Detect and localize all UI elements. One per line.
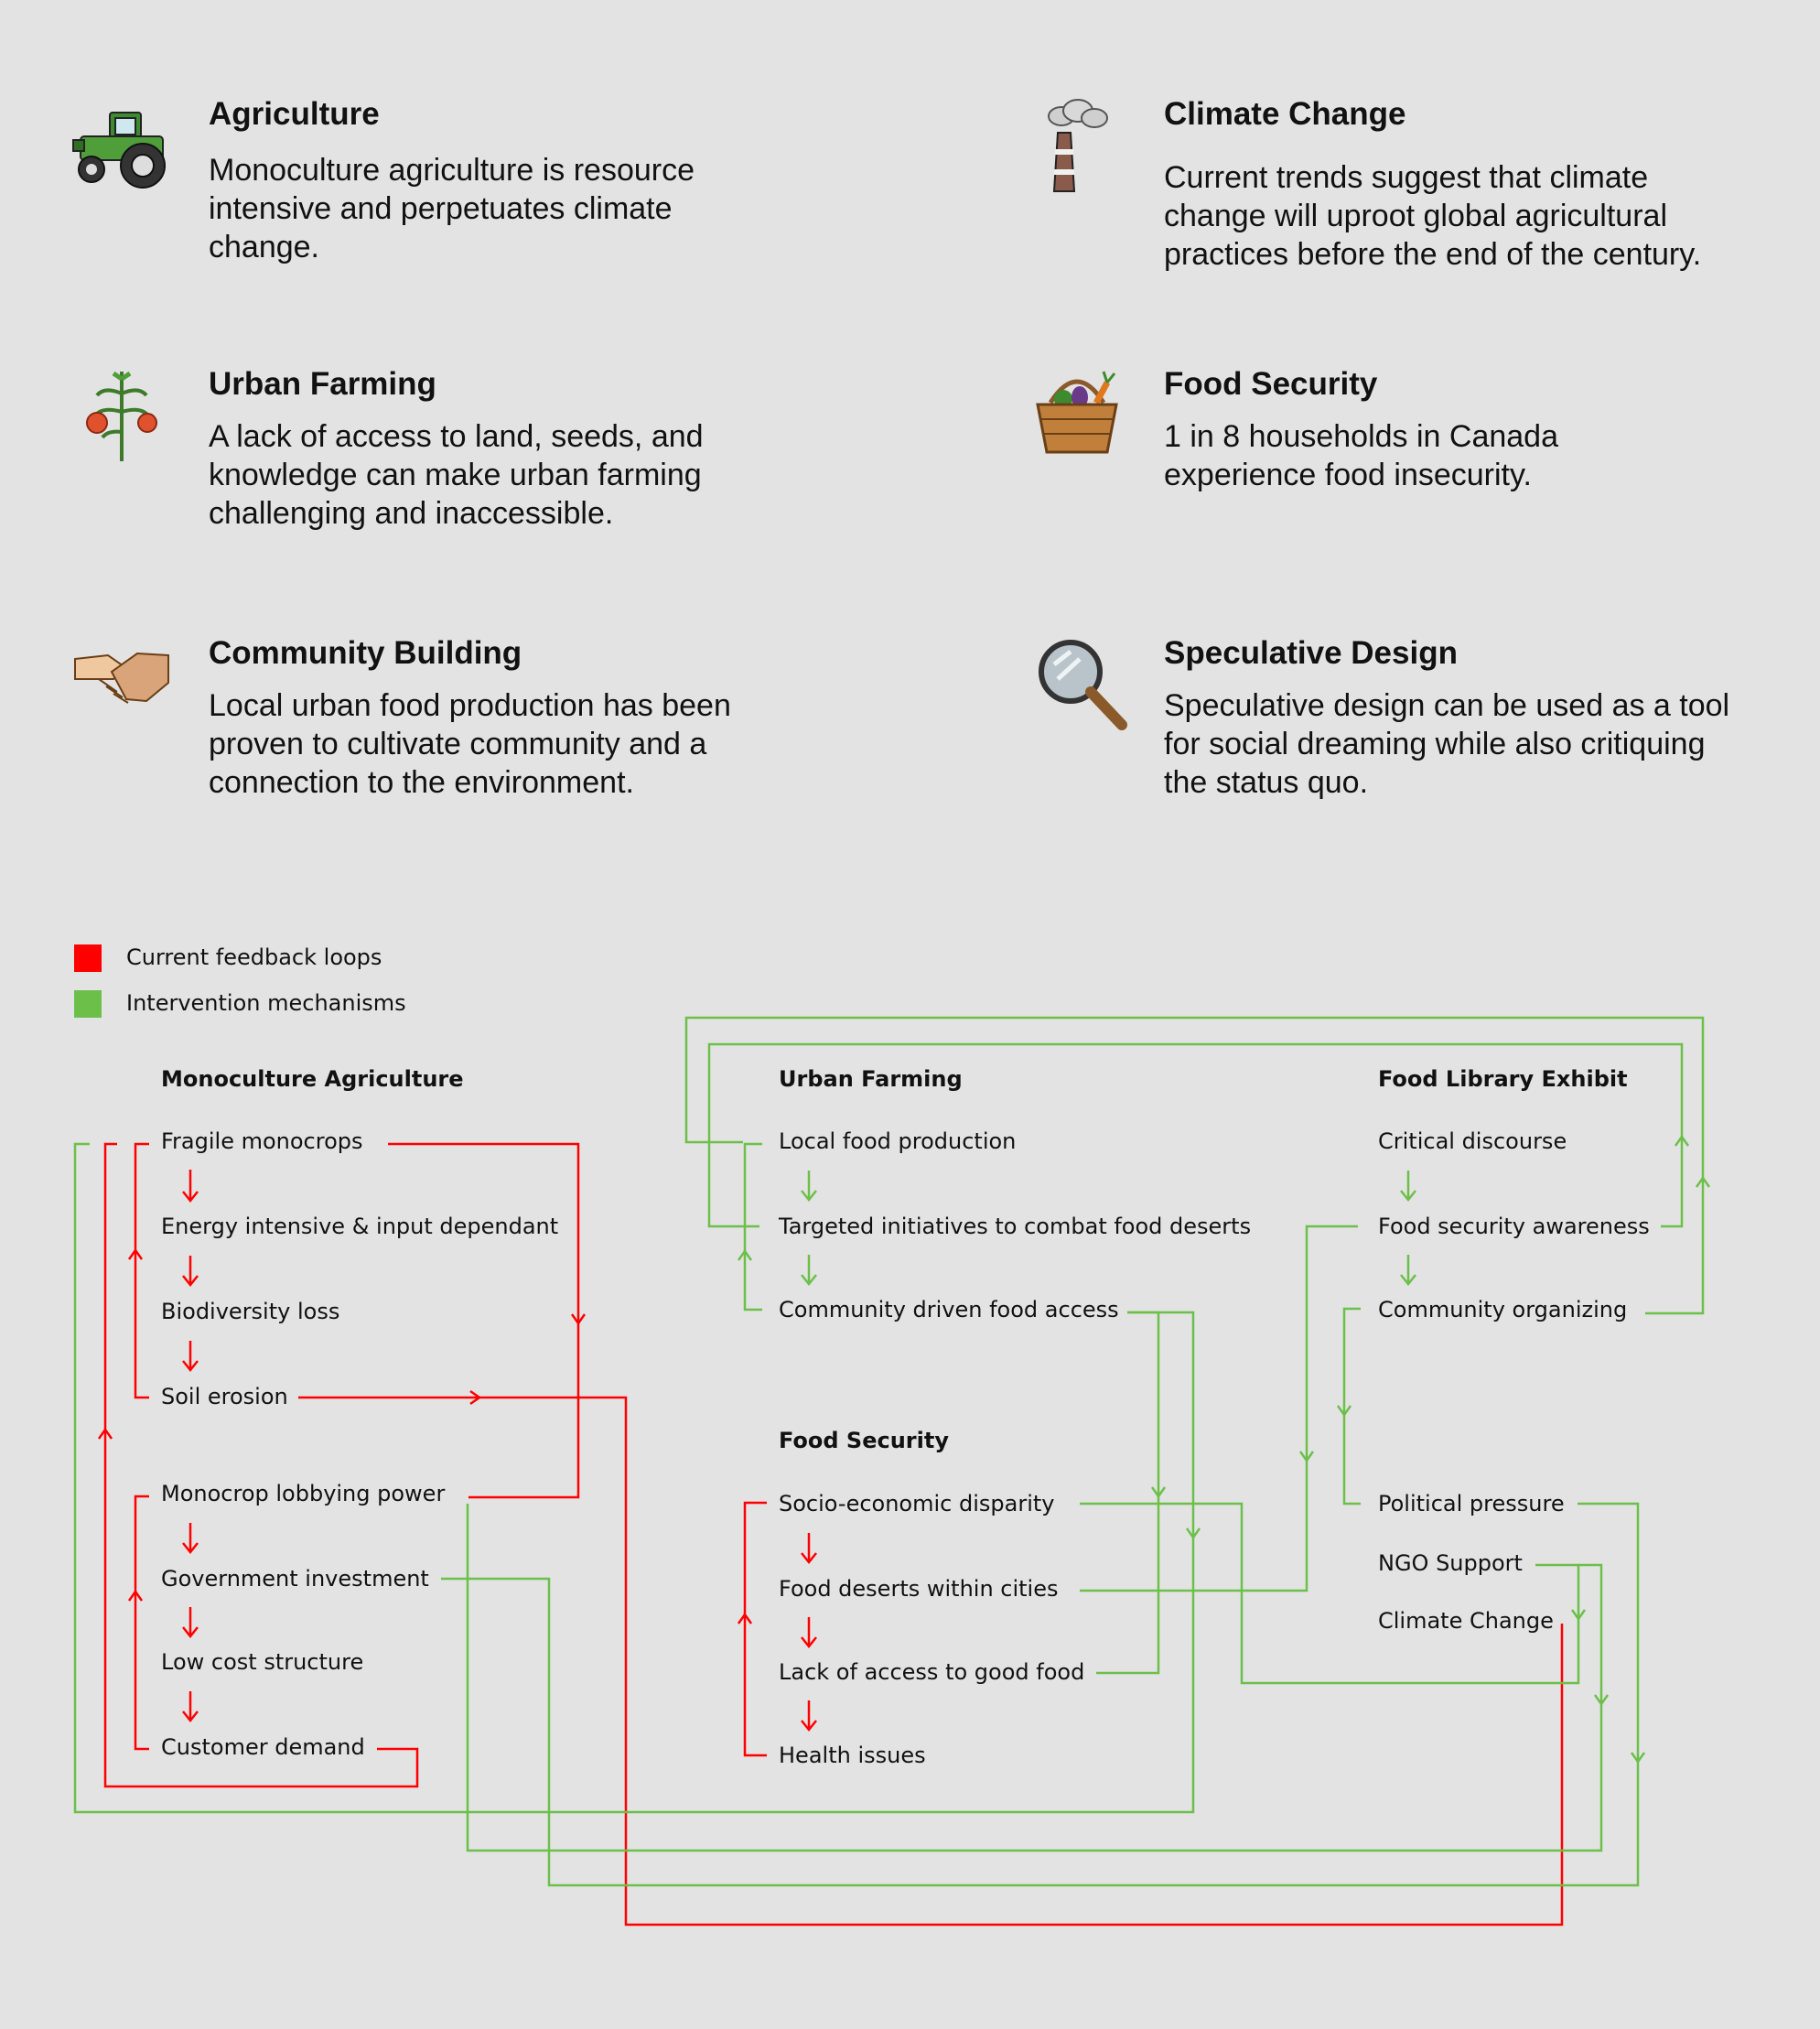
card-text: 1 in 8 households in Canada experience f…: [1164, 419, 1558, 492]
legend-label-intervention: Intervention mechanisms: [126, 990, 406, 1016]
node-political-pressure: Political pressure: [1378, 1491, 1565, 1516]
node-socio-economic-disparity: Socio-economic disparity: [779, 1491, 1054, 1516]
node-ngo-support: NGO Support: [1378, 1550, 1523, 1576]
card-title: Speculative Design: [1164, 635, 1458, 671]
card-text: Local urban food production has been pro…: [209, 688, 731, 800]
tractor-icon: [72, 112, 166, 189]
node-food-security-awareness: Food security awareness: [1378, 1214, 1650, 1239]
card-title: Food Security: [1164, 366, 1378, 402]
node-soil-erosion: Soil erosion: [161, 1384, 288, 1409]
node-low-cost-structure: Low cost structure: [161, 1649, 363, 1675]
card-title: Urban Farming: [209, 366, 436, 402]
node-government-investment: Government investment: [161, 1566, 429, 1592]
handshake-icon: [74, 652, 169, 704]
card-text: Current trends suggest that climate chan…: [1164, 160, 1702, 272]
node-biodiversity-loss: Biodiversity loss: [161, 1299, 339, 1324]
node-lack-of-access: Lack of access to good food: [779, 1659, 1084, 1685]
card-text: A lack of access to land, seeds, and kno…: [209, 419, 704, 531]
node-food-deserts: Food deserts within cities: [779, 1576, 1059, 1602]
node-community-driven-access: Community driven food access: [779, 1297, 1119, 1322]
node-climate-change: Climate Change: [1378, 1608, 1554, 1634]
factory-smokestack-icon: [1048, 99, 1108, 192]
node-community-organizing: Community organizing: [1378, 1297, 1627, 1322]
card-title: Climate Change: [1164, 96, 1406, 132]
heading-food-security: Food Security: [779, 1428, 949, 1453]
node-critical-discourse: Critical discourse: [1378, 1128, 1567, 1154]
heading-monoculture: Monoculture Agriculture: [161, 1066, 464, 1092]
red-connectors: [97, 1142, 1564, 1926]
card-text: Speculative design can be used as a tool…: [1164, 688, 1730, 800]
heading-food-library: Food Library Exhibit: [1378, 1066, 1628, 1092]
card-title: Agriculture: [209, 96, 380, 132]
card-text: Monoculture agriculture is resource inte…: [209, 153, 695, 264]
node-targeted-initiatives: Targeted initiatives to combat food dese…: [778, 1214, 1251, 1239]
node-customer-demand: Customer demand: [161, 1734, 365, 1760]
node-fragile-monocrops: Fragile monocrops: [161, 1128, 363, 1154]
vegetable-basket-icon: [1036, 371, 1118, 454]
legend-swatch-red: [74, 944, 102, 972]
heading-urban-farming: Urban Farming: [779, 1066, 963, 1092]
node-monocrop-lobbying: Monocrop lobbying power: [161, 1481, 445, 1506]
legend-swatch-green: [74, 990, 102, 1018]
card-title: Community Building: [209, 635, 522, 671]
node-local-food-production: Local food production: [779, 1128, 1016, 1154]
tomato-plant-icon: [86, 371, 157, 461]
node-health-issues: Health issues: [779, 1743, 926, 1768]
magnifying-glass-icon: [1039, 640, 1127, 730]
node-energy-intensive: Energy intensive & input dependant: [161, 1214, 558, 1239]
legend-label-current: Current feedback loops: [126, 944, 382, 970]
green-connectors: [73, 1016, 1711, 1887]
